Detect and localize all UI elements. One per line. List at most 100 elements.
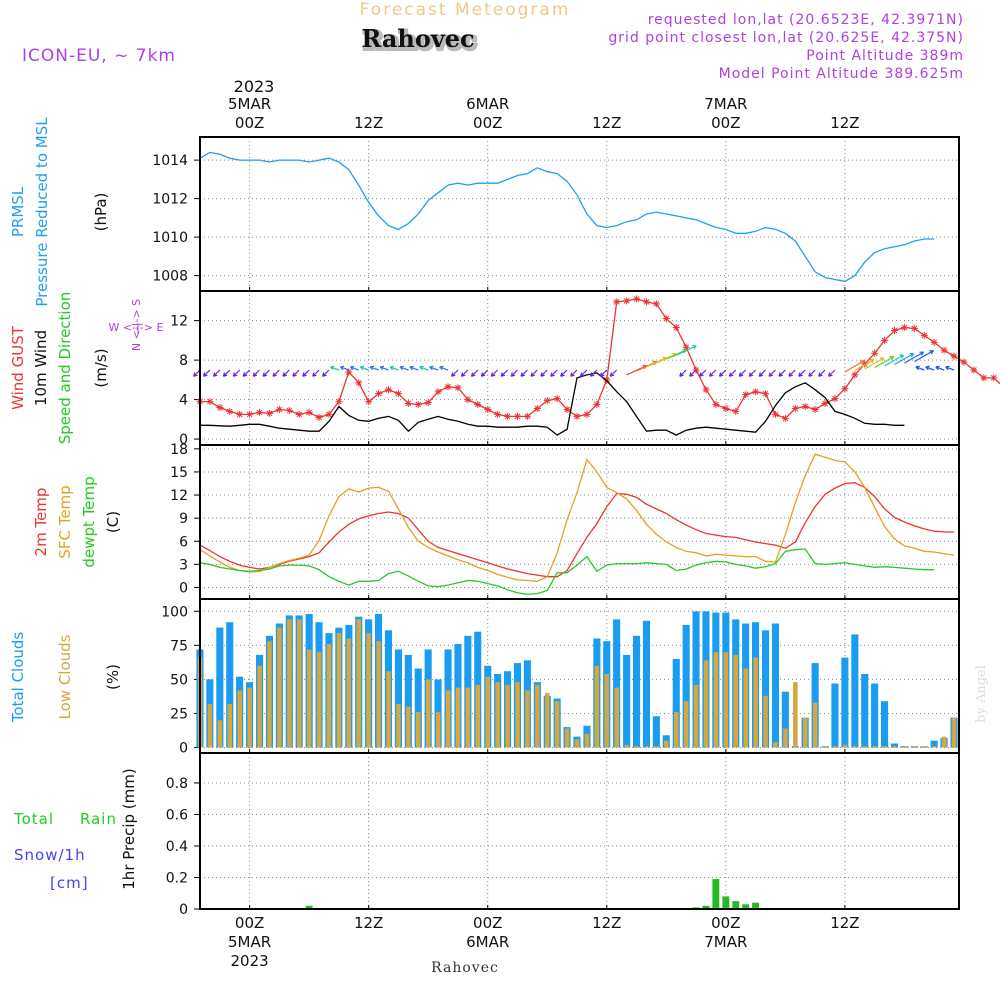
wind-direction-arrow: [329, 365, 340, 371]
bottom-hour-label: 12Z: [830, 914, 859, 932]
series-line: [199, 151, 935, 283]
grid-point-coords: grid point closest lon,lat (20.625E, 42.…: [608, 30, 964, 46]
total-cloud-bar: [613, 619, 621, 748]
prmsl-label: PRMSL: [9, 186, 27, 237]
wind-direction-arrow: [828, 369, 836, 377]
model-label: ICON-EU, ~ 7km: [22, 46, 176, 66]
bottom-hour-label: 00Z: [473, 914, 502, 932]
low-cloud-bar: [703, 660, 709, 748]
wind-direction-arrow: [699, 369, 707, 377]
gust-marker: [484, 405, 492, 413]
direction-label: Speed and Direction: [56, 292, 74, 445]
gust-marker: [910, 325, 918, 333]
wind-direction-arrow: [399, 365, 409, 371]
location-title-front: Rahovec: [361, 24, 474, 53]
y-tick-label: 1014: [152, 153, 188, 169]
low-cloud-bar: [564, 728, 570, 748]
low-cloud-bar: [832, 746, 838, 748]
total-cloud-bar: [414, 668, 422, 748]
clouds-panel: 0 25 50 75 100: [161, 598, 960, 757]
gust-marker: [891, 326, 899, 334]
total-cloud-bar: [930, 740, 938, 748]
low-cloud-bar: [356, 619, 361, 748]
total-cloud-bar: [881, 701, 889, 748]
low-cloud-bar: [366, 633, 371, 748]
wind-direction-arrow: [419, 365, 429, 371]
total-cloud-bar: [781, 691, 789, 748]
dewpoint-label: dewpt Temp: [80, 476, 98, 567]
low-cloud-bar: [773, 742, 778, 748]
wind-panel: 0 4 8 12: [170, 290, 1000, 448]
wind-direction-arrow: [679, 369, 687, 377]
y-tick-label: 8: [179, 353, 188, 369]
gust-marker: [940, 346, 948, 354]
bottom-hour-label: 12Z: [592, 914, 621, 932]
wind-direction-arrow: [339, 365, 350, 371]
wind-direction-arrow: [429, 365, 439, 371]
gust-marker: [573, 412, 581, 420]
gust-marker: [791, 404, 799, 412]
gust-marker: [672, 324, 680, 332]
y-tick-label: 18: [170, 442, 188, 458]
low-cloud-bar: [306, 649, 312, 748]
gust-marker: [623, 297, 631, 305]
low-cloud-bar: [445, 690, 451, 748]
gust-marker: [265, 409, 273, 417]
series-line: [199, 482, 954, 578]
wind-direction-arrow: [844, 360, 865, 373]
gust-marker: [871, 349, 879, 357]
gust-marker: [335, 398, 343, 406]
y-tick-label: 0: [179, 580, 188, 596]
y-tick-label: 1008: [152, 269, 188, 285]
y-tick-label: 1012: [152, 192, 188, 208]
low-cloud-bar: [545, 693, 550, 748]
wind-direction-arrow: [748, 369, 757, 377]
top-hour-label: 12Z: [592, 114, 621, 132]
gust-marker: [811, 405, 819, 413]
total-cloud-bar: [226, 622, 234, 748]
wind-direction-arrow: [818, 369, 826, 377]
low-cloud-bar: [743, 668, 748, 748]
low-cloud-bar: [693, 684, 699, 748]
low-cloud-bar: [922, 746, 927, 748]
wind-direction-arrow: [500, 369, 509, 377]
low-cloud-bar: [594, 665, 600, 748]
prmsl-long-label: Pressure Reduced to MSL: [33, 117, 51, 307]
gust-marker: [950, 352, 958, 360]
gust-marker: [652, 300, 660, 308]
wind-direction-arrow: [520, 369, 528, 377]
wind-direction-arrow: [935, 365, 945, 371]
wind-direction-arrow: [718, 369, 727, 377]
bottom-hour-label: 00Z: [235, 914, 264, 932]
low-cloud-bar: [505, 684, 510, 748]
total-cloud-bar: [216, 627, 224, 748]
gust-marker: [494, 410, 502, 418]
gust-marker: [970, 366, 978, 374]
gust-marker: [424, 399, 432, 407]
y-tick-label: 9: [179, 511, 188, 527]
snow-label: Snow/1h: [14, 846, 86, 864]
wind-direction-arrow: [599, 369, 608, 377]
product-title: Forecast Meteogram: [360, 0, 571, 20]
low-cloud-bar: [207, 703, 213, 748]
y-tick-label: 0.2: [166, 870, 188, 886]
temp-unit: (C): [104, 511, 122, 533]
low-cloud-bar: [941, 736, 947, 748]
gust-marker: [404, 400, 412, 408]
gust-marker: [732, 407, 740, 415]
wind-direction-arrow: [242, 369, 251, 377]
top-hour-label: 00Z: [711, 114, 740, 132]
wind-direction-arrow: [925, 365, 935, 371]
low-cloud-bar: [852, 746, 858, 748]
low-cloud-bar: [634, 746, 639, 748]
gust-marker: [841, 385, 849, 393]
panel-frame: [199, 752, 960, 910]
top-hour-label: 12Z: [830, 114, 859, 132]
gust-marker: [315, 413, 323, 421]
low-cloud-bar: [386, 671, 391, 748]
low-cloud-bar: [227, 703, 232, 748]
y-tick-label: 0.4: [166, 839, 188, 855]
y-tick-label: 4: [179, 393, 188, 409]
gust-marker: [722, 404, 730, 412]
gust-marker: [305, 408, 313, 416]
